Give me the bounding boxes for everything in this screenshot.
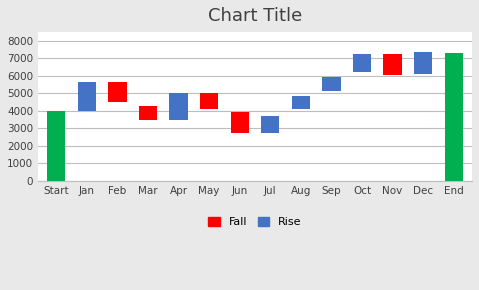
Bar xyxy=(261,116,279,133)
Bar xyxy=(445,53,463,181)
Bar xyxy=(170,93,188,120)
Bar xyxy=(353,54,371,72)
Legend: Fall, Rise: Fall, Rise xyxy=(204,212,306,231)
Bar xyxy=(414,52,433,74)
Bar xyxy=(108,82,126,102)
Title: Chart Title: Chart Title xyxy=(208,7,302,25)
Bar xyxy=(200,93,218,109)
Bar xyxy=(139,106,157,120)
Bar xyxy=(322,77,341,91)
Bar xyxy=(230,112,249,133)
Bar xyxy=(78,82,96,111)
Bar xyxy=(47,111,66,181)
Bar xyxy=(383,54,402,75)
Bar xyxy=(292,96,310,109)
